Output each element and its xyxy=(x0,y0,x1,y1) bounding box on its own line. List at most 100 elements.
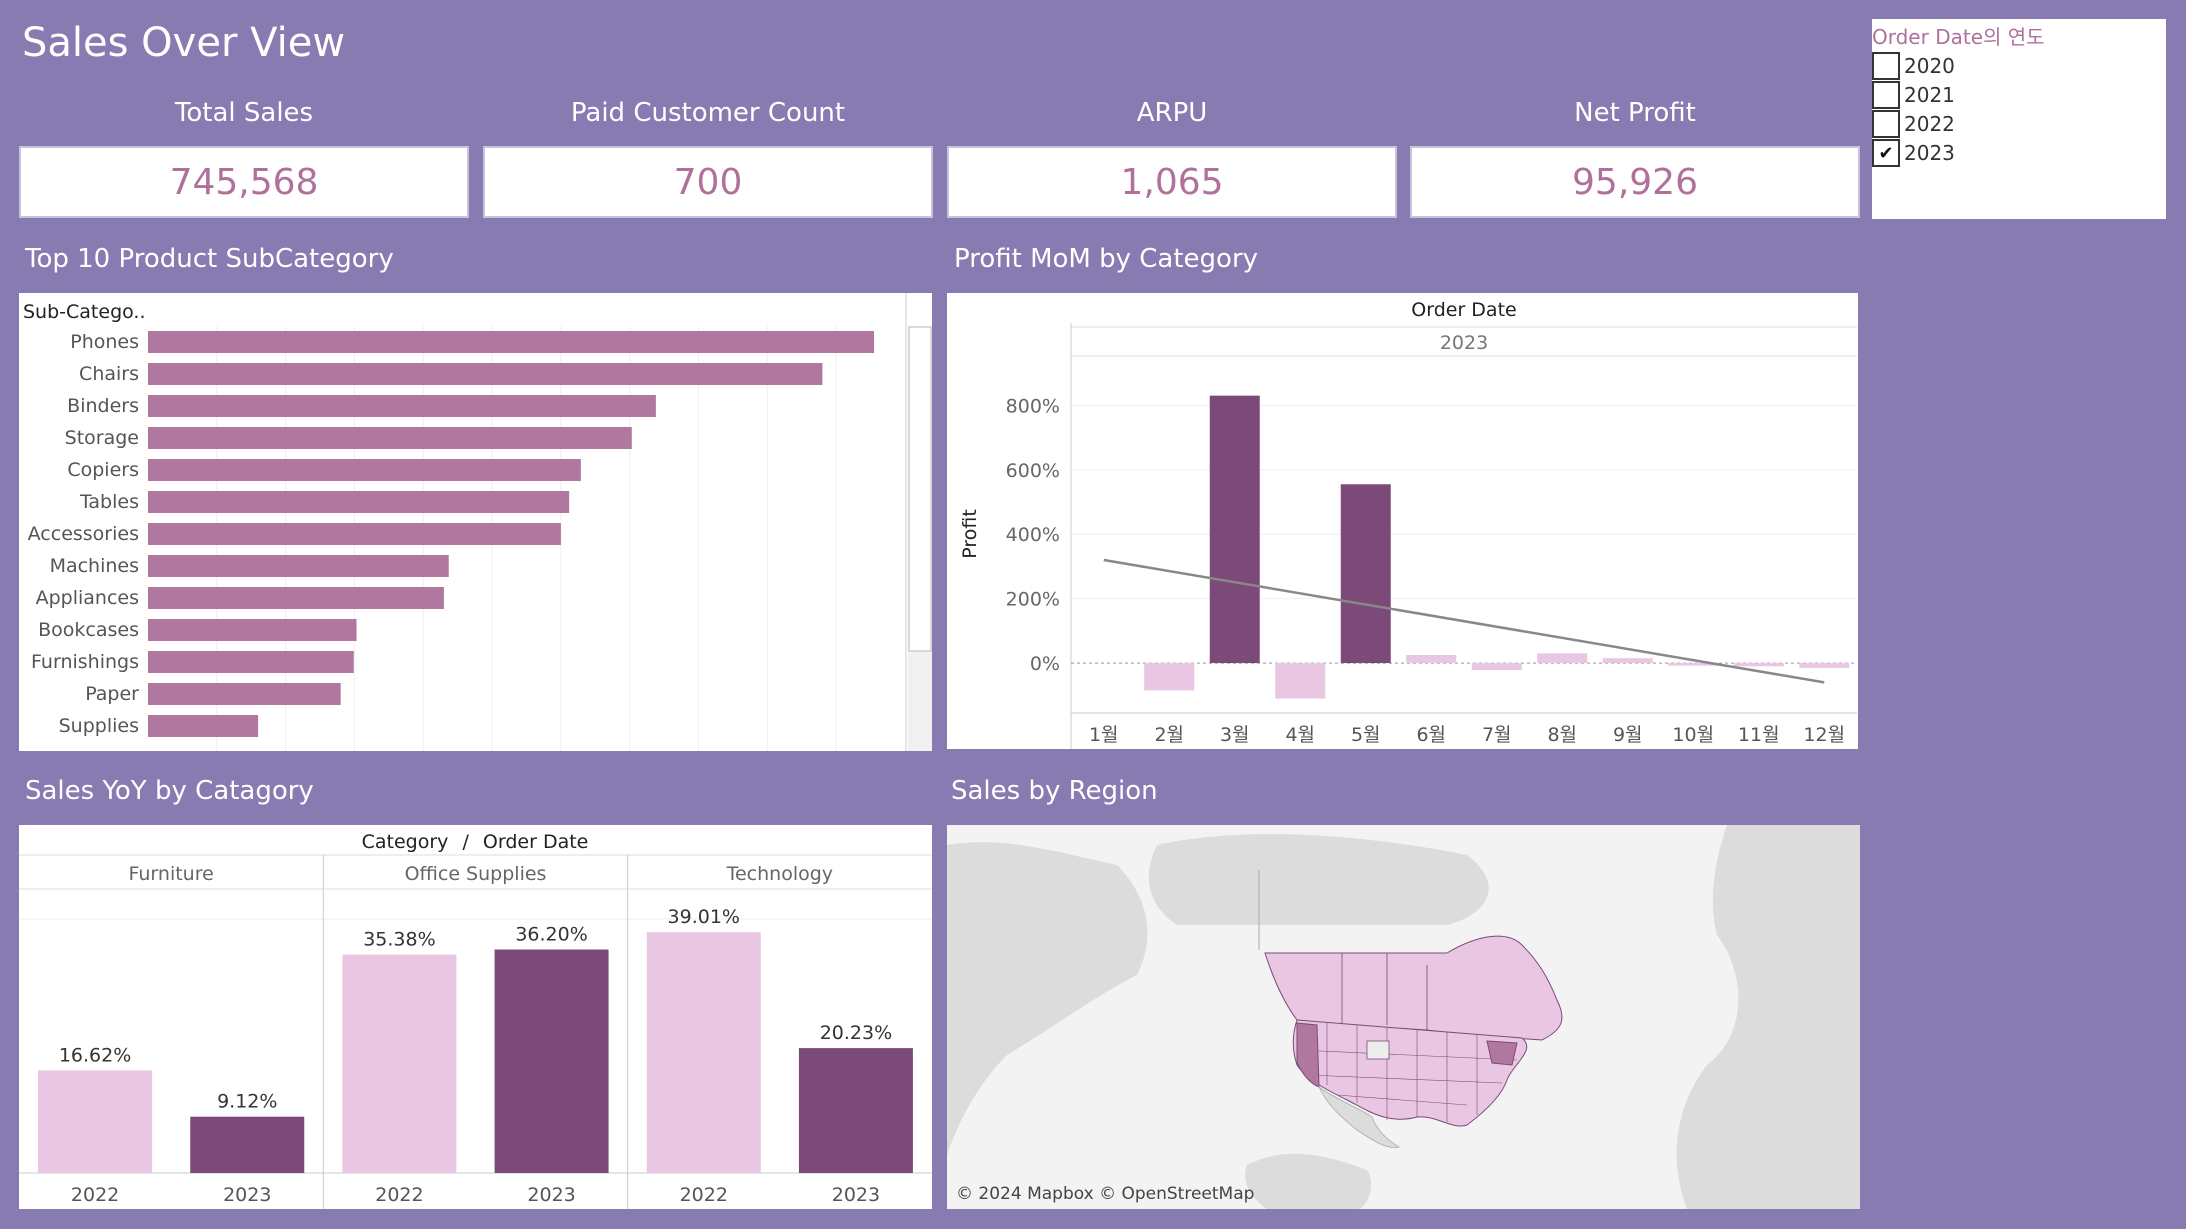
yoy-bar[interactable] xyxy=(646,932,761,1173)
yoy-bar[interactable] xyxy=(342,954,457,1173)
checkbox-checked-icon[interactable]: ✔ xyxy=(1872,139,1900,167)
yoy-bar-label: 36.20% xyxy=(515,924,587,946)
top10-bar[interactable] xyxy=(148,587,444,609)
top10-category-label: Appliances xyxy=(36,587,139,609)
filter-option-2023[interactable]: ✔ 2023 xyxy=(1872,139,1955,167)
mom-bar[interactable] xyxy=(1209,395,1260,664)
top10-bar[interactable] xyxy=(148,523,561,545)
mom-y-tick-label: 0% xyxy=(1030,653,1060,675)
sales-yoy-chart-panel: Category / Order Date Furniture 16.62% 202… xyxy=(19,825,932,1209)
top10-category-label: Accessories xyxy=(28,523,139,545)
top10-bar[interactable] xyxy=(148,715,259,737)
yoy-bar[interactable] xyxy=(38,1070,153,1173)
kpi-value-arpu: 1,065 xyxy=(947,146,1397,218)
mom-x-tick-label: 4월 xyxy=(1285,724,1315,746)
mom-bar[interactable] xyxy=(1471,663,1522,671)
yoy-x-tick-label: 2022 xyxy=(680,1184,728,1206)
mom-trend-line xyxy=(1103,558,1825,684)
map-state-california[interactable] xyxy=(1296,1022,1320,1088)
kpi-value-paid-customer-count: 700 xyxy=(483,146,933,218)
yoy-bar-label: 9.12% xyxy=(217,1091,277,1113)
section-title-sales-yoy: Sales YoY by Catagory xyxy=(25,776,314,806)
mom-x-tick-label: 12월 xyxy=(1803,724,1845,746)
top10-category-label: Binders xyxy=(67,395,139,417)
yoy-bar[interactable] xyxy=(190,1116,305,1173)
mom-bar[interactable] xyxy=(1733,663,1784,667)
yoy-bar-label: 16.62% xyxy=(59,1044,131,1066)
top10-bar[interactable] xyxy=(148,331,875,353)
map-region-canada[interactable] xyxy=(1264,935,1563,1041)
top10-bar[interactable] xyxy=(148,459,581,481)
kpi-label-arpu: ARPU xyxy=(1136,98,1208,128)
map-landmass-east xyxy=(1676,825,1860,1209)
mom-bar[interactable] xyxy=(1340,484,1391,664)
top10-chart-panel: Sub-Catego.. Phones Chairs Binders Storage C… xyxy=(19,293,932,751)
mom-x-tick-label: 7월 xyxy=(1482,724,1512,746)
top10-bar[interactable] xyxy=(148,683,341,705)
mom-bar[interactable] xyxy=(1275,663,1326,699)
yoy-header: Category / Order Date xyxy=(362,831,589,853)
profit-mom-chart: Order Date 2023 Profit 800% 600% 400% 200% 0… xyxy=(959,299,1857,749)
mom-x-tick-label: 6월 xyxy=(1416,724,1446,746)
top10-header: Sub-Catego.. xyxy=(23,301,146,323)
filter-option-2022[interactable]: 2022 xyxy=(1872,110,1955,138)
mom-bar[interactable] xyxy=(1144,663,1195,691)
mom-bar[interactable] xyxy=(1799,663,1850,668)
map-state-no-data[interactable] xyxy=(1366,1040,1390,1060)
filter-option-2021[interactable]: 2021 xyxy=(1872,81,1955,109)
kpi-value-total-sales: 745,568 xyxy=(19,146,469,218)
top10-bar[interactable] xyxy=(148,363,823,385)
sales-region-map[interactable]: © 2024 Mapbox © OpenStreetMap xyxy=(947,825,1860,1209)
top10-bar[interactable] xyxy=(148,491,570,513)
top10-bar[interactable] xyxy=(148,651,354,673)
filter-option-label: 2021 xyxy=(1904,83,1955,107)
yoy-group-label: Furniture xyxy=(129,863,214,885)
map-attribution: © 2024 Mapbox © OpenStreetMap xyxy=(956,1184,1254,1204)
top10-bar[interactable] xyxy=(148,395,656,417)
top10-bar[interactable] xyxy=(148,555,449,577)
mom-bar[interactable] xyxy=(1668,663,1719,666)
mom-y-tick-label: 600% xyxy=(1006,460,1060,482)
checkbox-icon[interactable] xyxy=(1872,81,1900,109)
scrollbar-thumb[interactable] xyxy=(908,326,932,652)
yoy-group-label: Technology xyxy=(726,863,833,885)
yoy-x-tick-label: 2023 xyxy=(223,1184,271,1206)
map-region-usa[interactable] xyxy=(1292,1019,1528,1127)
top10-category-label: Machines xyxy=(50,555,139,577)
mom-bar[interactable] xyxy=(1406,655,1457,664)
top10-bar[interactable] xyxy=(148,427,632,449)
mom-y-tick-label: 200% xyxy=(1006,589,1060,611)
top10-chart: Sub-Catego.. Phones Chairs Binders Storage C… xyxy=(23,293,932,751)
top10-category-label: Phones xyxy=(70,331,139,353)
filter-title: Order Date의 연도 xyxy=(1872,25,2045,49)
mom-y-axis-label: Profit xyxy=(959,509,981,559)
sales-region-map-panel: © 2024 Mapbox © OpenStreetMap xyxy=(947,825,1860,1209)
checkbox-icon[interactable] xyxy=(1872,110,1900,138)
top10-category-label: Bookcases xyxy=(38,619,139,641)
top10-category-label: Chairs xyxy=(79,363,139,385)
map-landmass-south xyxy=(1245,1153,1372,1209)
yoy-bar[interactable] xyxy=(798,1048,913,1173)
yoy-x-tick-label: 2023 xyxy=(832,1184,880,1206)
top10-category-label: Furnishings xyxy=(31,651,139,673)
mom-bar[interactable] xyxy=(1537,653,1588,664)
mom-bar[interactable] xyxy=(1602,658,1653,664)
profit-mom-chart-panel: Order Date 2023 Profit 800% 600% 400% 200% 0… xyxy=(947,293,1858,749)
mom-x-tick-label: 8월 xyxy=(1547,724,1577,746)
yoy-bar-label: 20.23% xyxy=(820,1022,892,1044)
top10-category-label: Supplies xyxy=(59,715,139,737)
mom-x-tick-label: 9월 xyxy=(1613,724,1643,746)
filter-option-2020[interactable]: 2020 xyxy=(1872,52,1955,80)
section-title-profit-mom: Profit MoM by Category xyxy=(954,244,1259,274)
yoy-bar[interactable] xyxy=(494,949,609,1173)
yoy-header-left: Category xyxy=(362,831,449,853)
mom-x-tick-label: 10월 xyxy=(1672,724,1714,746)
top10-bar[interactable] xyxy=(148,619,357,641)
filter-option-label: 2022 xyxy=(1904,112,1955,136)
mom-x-tick-label: 5월 xyxy=(1351,724,1381,746)
map-state-new-york[interactable] xyxy=(1486,1040,1518,1066)
checkbox-icon[interactable] xyxy=(1872,52,1900,80)
map-region-mexico xyxy=(1318,1085,1401,1148)
mom-x-tick-label: 3월 xyxy=(1220,724,1250,746)
map-landmass-north xyxy=(1148,834,1489,925)
